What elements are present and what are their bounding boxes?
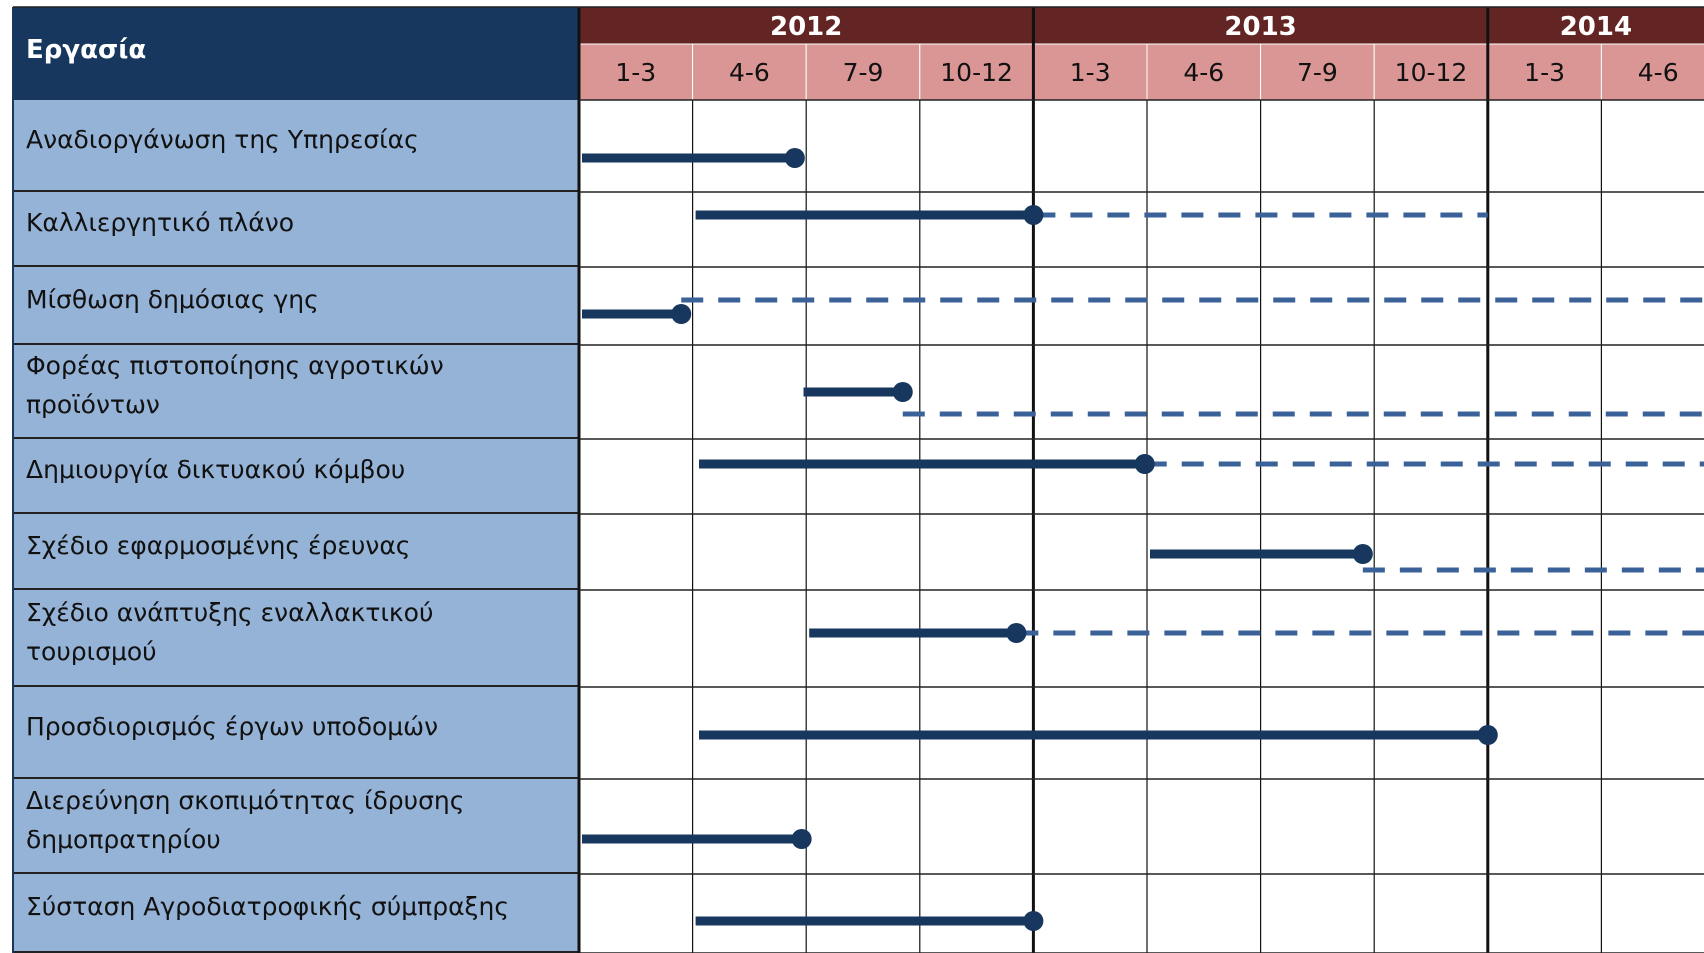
end-marker — [1023, 911, 1044, 931]
quarter-label: 7-9 — [843, 58, 884, 87]
quarter-cell — [919, 43, 1034, 101]
end-marker — [671, 304, 692, 324]
task-label: Σχέδιο ανάπτυξης εναλλακτικού τουρισμού — [13, 590, 579, 687]
end-marker — [1352, 544, 1373, 564]
end-marker — [1477, 725, 1498, 745]
quarter-label: 4-6 — [1183, 58, 1224, 87]
quarter-cell — [578, 43, 694, 101]
year-label: 2012 — [770, 12, 842, 42]
task-label: Καλλιεργητικό πλάνο — [13, 192, 579, 267]
end-marker — [784, 148, 805, 168]
task-label: Δημιουργία δικτυακού κόμβου — [13, 439, 579, 514]
end-marker — [1023, 205, 1044, 225]
year-cell — [1033, 7, 1488, 44]
year-cell — [1487, 7, 1704, 44]
quarter-label: 1-3 — [615, 58, 656, 87]
end-marker — [1006, 623, 1027, 643]
task-label: Προσδιορισμός έργων υποδομών — [13, 687, 579, 779]
quarter-cell — [1373, 43, 1489, 101]
end-marker — [791, 829, 812, 849]
quarter-label: 10-12 — [1395, 58, 1468, 87]
header-cell: Εργασία — [13, 7, 579, 100]
year-cell — [579, 7, 1034, 44]
quarter-label: 7-9 — [1297, 58, 1338, 87]
quarter-cell — [1487, 43, 1602, 101]
task-label: Φορέας πιστοποίησης αγροτικών προϊόντων — [13, 345, 579, 439]
quarter-label: 10-12 — [940, 58, 1013, 87]
task-label: Σύσταση Αγροδιατροφικής σύμπραξης — [13, 874, 579, 953]
quarter-cell — [1600, 43, 1704, 101]
task-label: Διερεύνηση σκοπιμότητας ίδρυσης δημοπρατ… — [13, 779, 579, 874]
quarter-cell — [1032, 43, 1148, 101]
quarter-cell — [692, 43, 807, 101]
task-label: Σχέδιο εφαρμοσμένης έρευνας — [13, 514, 579, 590]
year-label: 2014 — [1560, 12, 1632, 42]
quarter-label: 4-6 — [729, 58, 770, 87]
end-marker — [892, 382, 913, 402]
quarter-cell — [1260, 43, 1375, 101]
task-label: Μίσθωση δημόσιας γης — [13, 267, 579, 345]
quarter-label: 4-6 — [1638, 58, 1679, 87]
quarter-label: 1-3 — [1524, 58, 1565, 87]
task-label: Αναδιοργάνωση της Υπηρεσίας — [13, 100, 579, 192]
end-marker — [1134, 454, 1155, 474]
year-label: 2013 — [1224, 12, 1296, 42]
quarter-label: 1-3 — [1070, 58, 1111, 87]
